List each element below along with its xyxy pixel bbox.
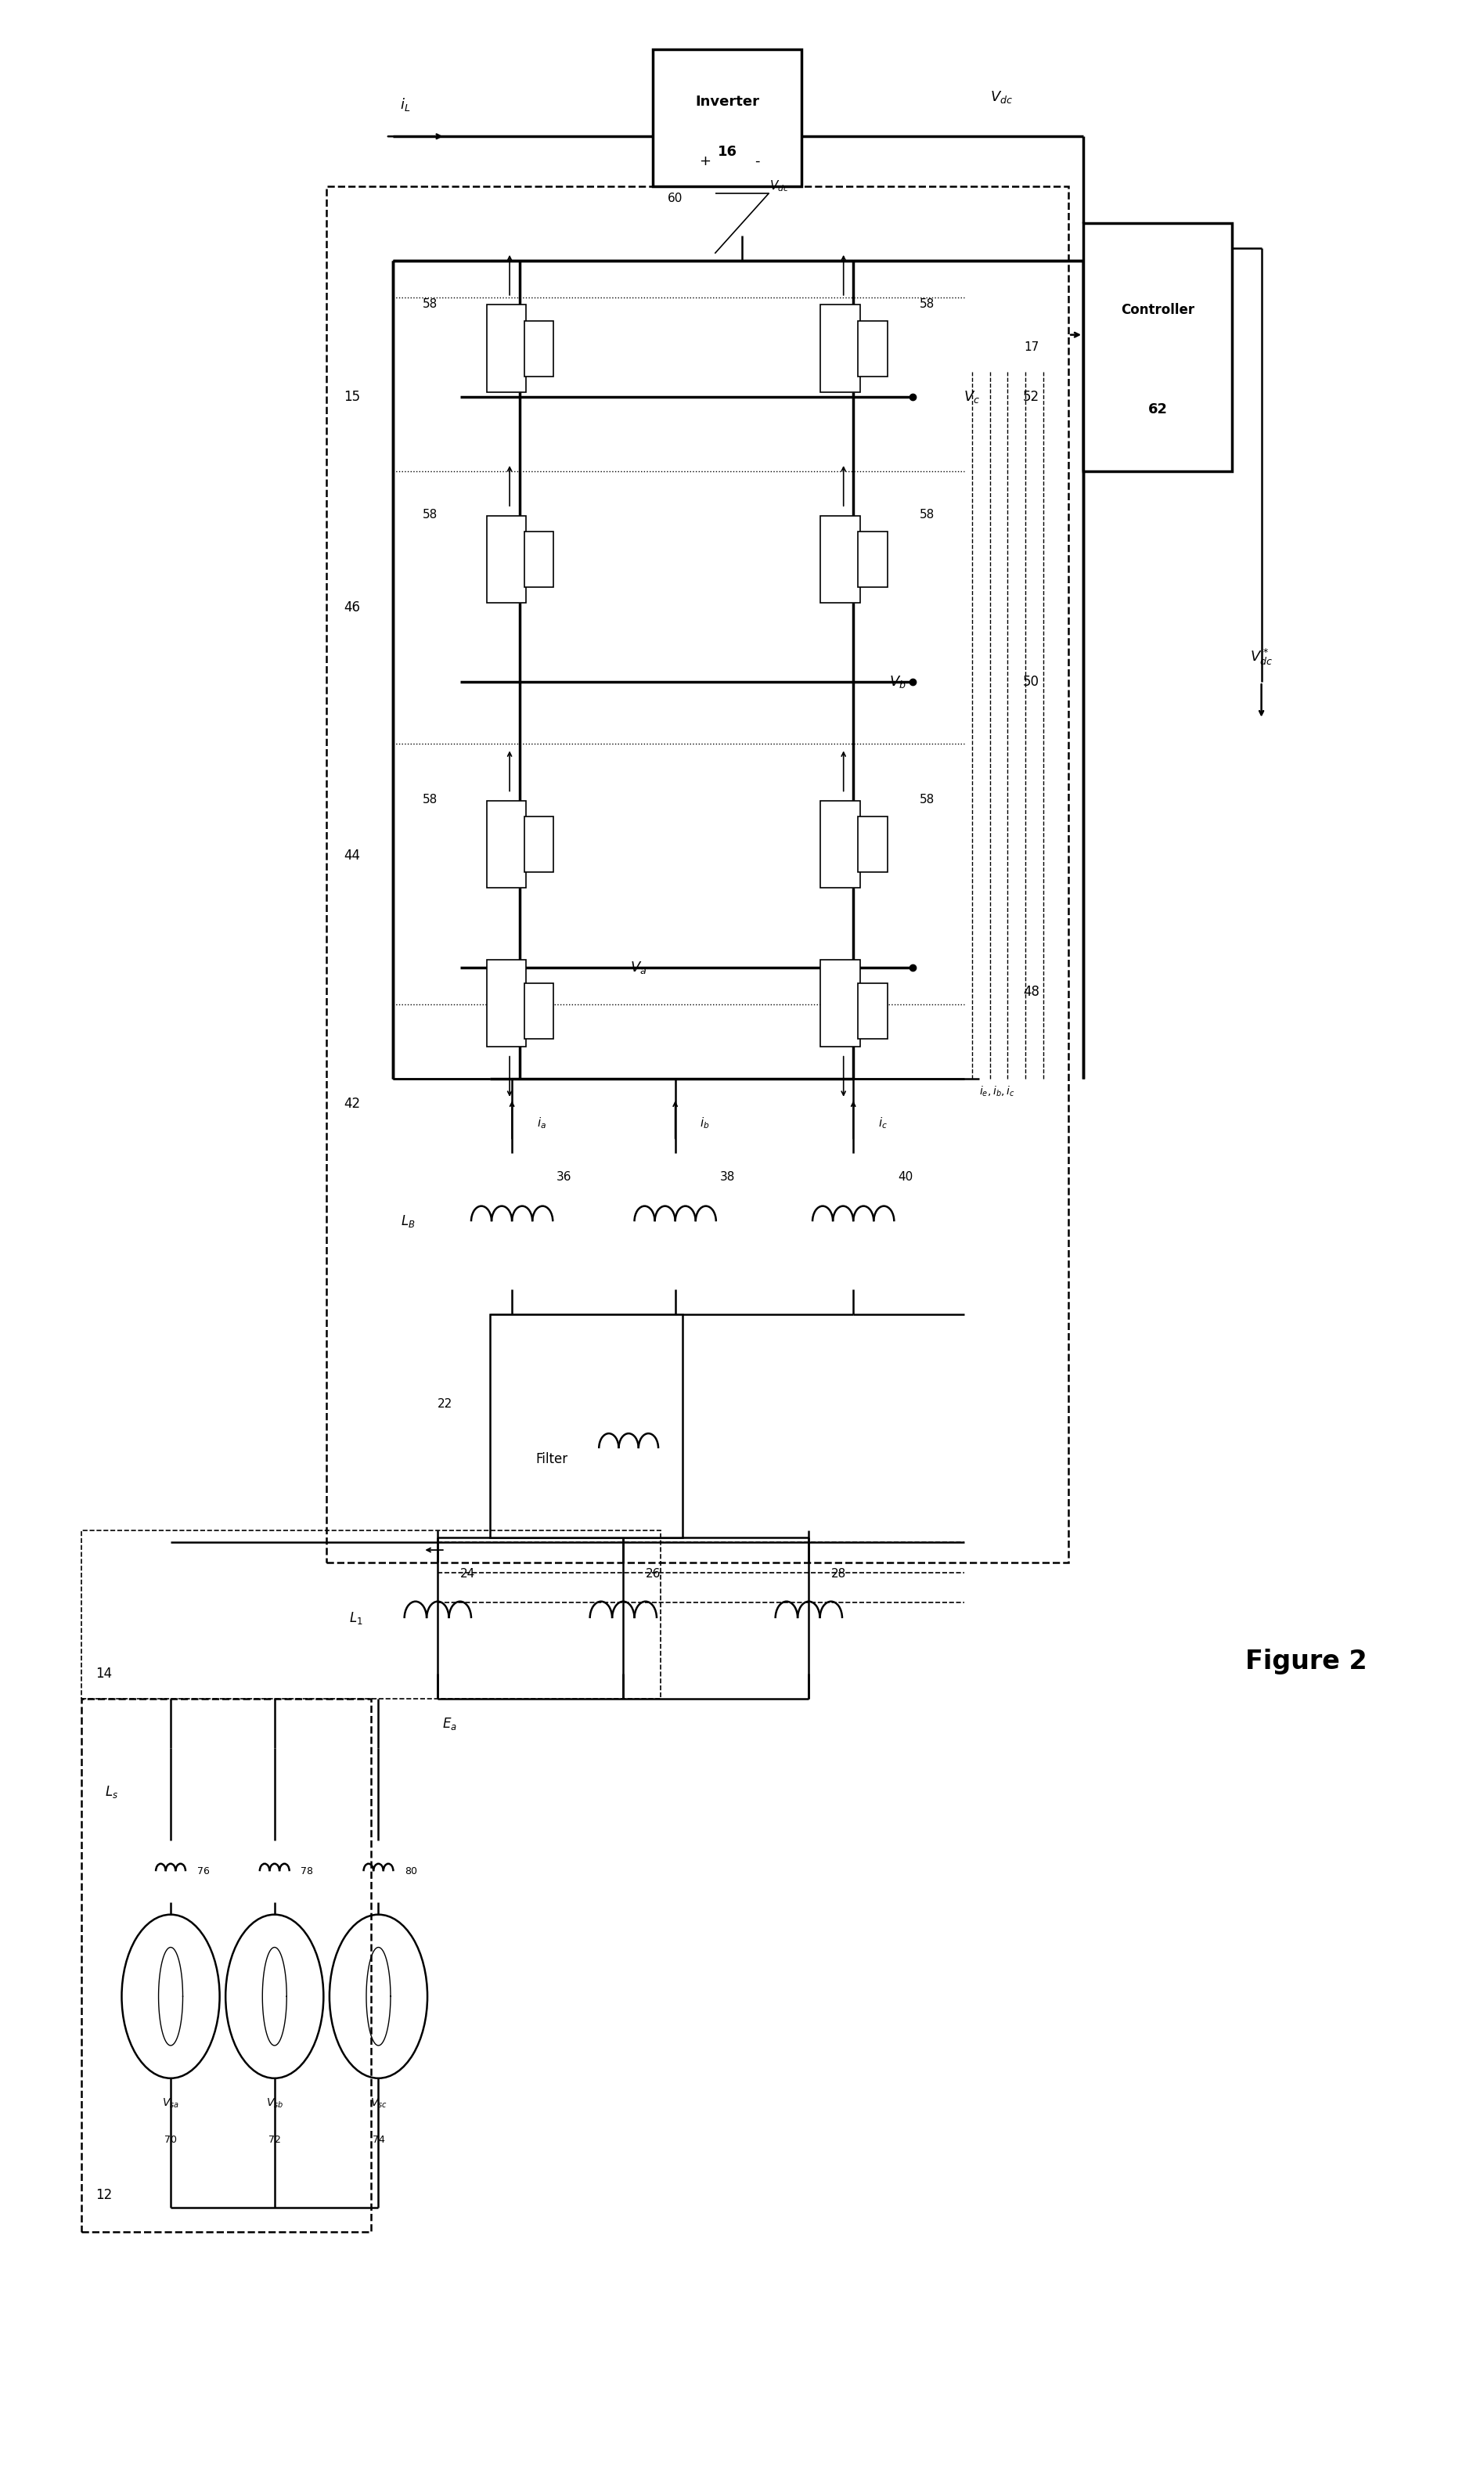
Text: Inverter: Inverter [695, 94, 760, 109]
Bar [487, 801, 525, 888]
Text: $L_B$: $L_B$ [401, 1213, 416, 1230]
Text: $V_a$: $V_a$ [629, 960, 647, 975]
Text: 58: 58 [423, 298, 438, 310]
Bar [487, 305, 525, 392]
Text: 58: 58 [920, 794, 935, 806]
Bar [326, 186, 1068, 1562]
Text: 52: 52 [1022, 389, 1040, 404]
Text: $i_L$: $i_L$ [399, 97, 411, 112]
Text: 60: 60 [668, 193, 683, 203]
Text: $i_b$: $i_b$ [700, 1116, 709, 1131]
Text: $V_{sc}$: $V_{sc}$ [370, 2096, 387, 2110]
Text: 44: 44 [343, 848, 361, 863]
Text: 50: 50 [1022, 675, 1040, 689]
Text: 74: 74 [372, 2135, 384, 2145]
Text: 80: 80 [405, 1865, 417, 1877]
Text: 58: 58 [920, 508, 935, 521]
Text: 42: 42 [343, 1096, 361, 1111]
Bar [858, 531, 887, 588]
Text: $L_1$: $L_1$ [349, 1610, 364, 1627]
Text: 22: 22 [438, 1399, 453, 1409]
Text: 14: 14 [95, 1667, 113, 1681]
Text: 58: 58 [423, 508, 438, 521]
Text: 28: 28 [831, 1567, 846, 1580]
Text: 36: 36 [556, 1171, 571, 1183]
Bar [653, 50, 801, 186]
Text: -: - [754, 154, 760, 169]
Text: 38: 38 [720, 1171, 735, 1183]
Text: $i_a$: $i_a$ [537, 1116, 546, 1131]
Text: $V_{dc}$: $V_{dc}$ [990, 89, 1014, 104]
Text: 26: 26 [646, 1567, 660, 1580]
Bar [524, 320, 554, 377]
Text: 40: 40 [898, 1171, 913, 1183]
Text: 76: 76 [197, 1865, 209, 1877]
Text: 78: 78 [301, 1865, 313, 1877]
Bar [524, 985, 554, 1039]
Text: 24: 24 [460, 1567, 475, 1580]
Text: $V_c$: $V_c$ [963, 389, 981, 404]
Bar [82, 1699, 371, 2232]
Text: $V_{dc}$: $V_{dc}$ [769, 179, 789, 193]
Text: 72: 72 [269, 2135, 280, 2145]
Bar [821, 516, 859, 603]
Text: 48: 48 [1022, 985, 1040, 999]
Text: $V_b$: $V_b$ [889, 675, 907, 689]
Bar [858, 320, 887, 377]
Bar [487, 516, 525, 603]
Bar [858, 985, 887, 1039]
Text: 16: 16 [717, 144, 738, 159]
Text: 58: 58 [423, 794, 438, 806]
Bar [524, 816, 554, 873]
Text: $i_e, i_b, i_c$: $i_e, i_b, i_c$ [979, 1084, 1015, 1099]
Bar [858, 816, 887, 873]
Text: Filter: Filter [536, 1453, 567, 1466]
Text: Figure 2: Figure 2 [1245, 1649, 1367, 1674]
Bar [82, 1530, 660, 1699]
Bar [821, 801, 859, 888]
Text: 46: 46 [343, 600, 361, 615]
Text: 12: 12 [95, 2187, 113, 2202]
Text: $L_s$: $L_s$ [104, 1783, 119, 1800]
Bar [1083, 223, 1232, 471]
Text: 62: 62 [1147, 402, 1168, 417]
Bar [487, 960, 525, 1047]
Text: $V_{sa}$: $V_{sa}$ [162, 2096, 180, 2110]
Text: $V_{dc}^*$: $V_{dc}^*$ [1250, 647, 1273, 667]
Text: 15: 15 [343, 389, 361, 404]
Bar [490, 1314, 683, 1538]
Bar [821, 305, 859, 392]
Text: 58: 58 [920, 298, 935, 310]
Text: $i_c$: $i_c$ [879, 1116, 887, 1131]
Text: 70: 70 [165, 2135, 177, 2145]
Text: $E_a$: $E_a$ [442, 1716, 457, 1731]
Text: +: + [699, 154, 711, 169]
Text: $V_{sb}$: $V_{sb}$ [266, 2096, 283, 2110]
Bar [821, 960, 859, 1047]
Text: 17: 17 [1024, 342, 1039, 352]
Text: Controller: Controller [1120, 303, 1195, 317]
Bar [524, 531, 554, 588]
